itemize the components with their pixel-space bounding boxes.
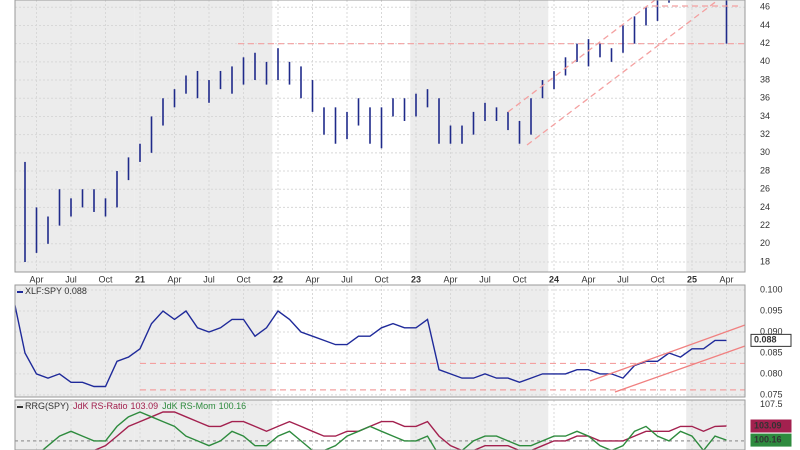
legend-text: RRG(SPY) [25, 401, 69, 411]
panel-border [14, 0, 746, 273]
x-tick-label: Apr [443, 274, 457, 284]
y-tick-label: 0.095 [760, 305, 783, 315]
last-value-box [750, 419, 792, 433]
y-tick-label: 40 [760, 56, 770, 66]
first-band [15, 400, 135, 450]
x-tick-label: 23 [411, 274, 421, 284]
year-band [686, 400, 745, 450]
x-tick-label: Jul [479, 274, 491, 284]
ratio-panel [15, 302, 745, 391]
legend-text: 100.16 [219, 401, 247, 411]
year-band [686, 0, 745, 272]
y-tick-label: 0.080 [760, 368, 783, 378]
legend-text: JdK RS-Mom [162, 401, 216, 411]
x-tick-label: 24 [549, 274, 559, 284]
trend-channels [507, 0, 740, 146]
y-tick-label: 22 [760, 220, 770, 230]
x-tick-label: Jul [341, 274, 353, 284]
last-value-label: 0.088 [754, 335, 777, 345]
x-tick-label: 25 [687, 274, 697, 284]
last-value-label: 100.16 [754, 434, 782, 444]
first-band [15, 0, 135, 272]
overlay: 18 20 22 24 26 28 30 32 34 36 38 40 42 44 46 Apr Jul Oct 2… [14, 0, 792, 450]
x-tick-label: Oct [512, 274, 527, 284]
y-tick-label: 46 [760, 2, 770, 12]
trend-line [507, 0, 656, 113]
panel-border [14, 399, 746, 450]
x-tick-label: Jul [617, 274, 629, 284]
x-tick-label: Apr [29, 274, 43, 284]
y-tick-label: 32 [760, 129, 770, 139]
year-band [410, 285, 549, 397]
x-tick-label: Oct [374, 274, 389, 284]
legend: XLF:SPY 0.088 [25, 286, 87, 296]
x-tick-label: Oct [236, 274, 251, 284]
x-tick-label: Apr [305, 274, 319, 284]
panel-border [14, 284, 746, 398]
x-tick-label: 22 [273, 274, 283, 284]
last-value-box [750, 433, 792, 447]
y-tick-label: 20 [760, 238, 770, 248]
rrg-panel [15, 411, 745, 450]
x-tick-label: Apr [719, 274, 733, 284]
y-tick-label: 18 [760, 256, 770, 266]
last-value-label: 103.09 [754, 420, 782, 430]
x-tick-label: Jul [65, 274, 77, 284]
y-tick-label: 107.5 [760, 399, 783, 409]
year-band [134, 285, 273, 397]
y-tick-label: 34 [760, 111, 770, 121]
x-tick-label: Apr [581, 274, 595, 284]
legend-text: XLF:SPY 0.088 [25, 286, 87, 296]
y-tick-label: 0.075 [760, 389, 783, 399]
y-tick-label: 28 [760, 165, 770, 175]
x-tick-label: Oct [650, 274, 665, 284]
first-band [15, 285, 135, 397]
y-tick-label: 0.085 [760, 347, 783, 357]
x-tick-label: 21 [135, 274, 145, 284]
y-tick-label: 36 [760, 93, 770, 103]
y-tick-label: 26 [760, 184, 770, 194]
y-tick-label: 24 [760, 202, 770, 212]
year-band [134, 0, 273, 272]
y-tick-label: 42 [760, 38, 770, 48]
y-tick-label: 44 [760, 20, 770, 30]
series-line [15, 302, 727, 388]
last-value-box [750, 333, 792, 347]
legend: RRG(SPY) JdK RS-Ratio 103.09 JdK RS-Mom 100.… [25, 401, 246, 411]
x-tick-label: Jul [203, 274, 215, 284]
y-tick-label: 38 [760, 74, 770, 84]
year-band [410, 0, 549, 272]
x-tick-label: Oct [98, 274, 113, 284]
y-tick-label: 0.100 [760, 284, 783, 294]
background [15, 0, 745, 450]
ratio-channel [589, 324, 746, 393]
price-panel [24, 0, 745, 262]
y-tick-label: 30 [760, 147, 770, 157]
trend-line [589, 324, 746, 382]
series-line [41, 411, 727, 450]
x-tick-label: Apr [167, 274, 181, 284]
year-band [410, 400, 549, 450]
trend-line [614, 345, 746, 393]
y-tick-label: 0.090 [760, 326, 783, 336]
legend-text: 103.09 [131, 401, 159, 411]
legend-text: JdK RS-Ratio [73, 401, 128, 411]
